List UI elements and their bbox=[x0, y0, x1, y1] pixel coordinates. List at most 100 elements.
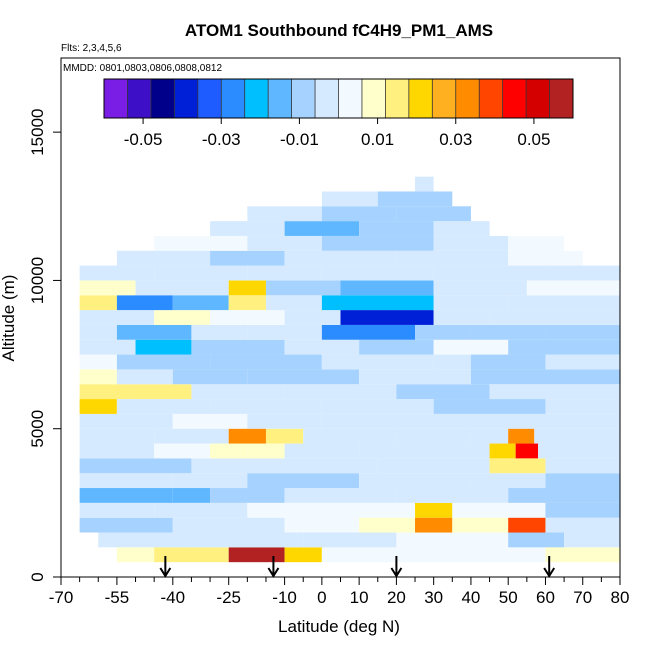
heatmap-cell bbox=[79, 473, 173, 489]
heatmap-cell bbox=[247, 413, 322, 429]
heatmap-cell bbox=[340, 280, 434, 296]
heatmap-cell bbox=[433, 310, 490, 325]
heatmap-cell bbox=[433, 235, 509, 251]
x-tick-label: -40 bbox=[161, 588, 186, 607]
heatmap-cell bbox=[470, 324, 546, 340]
heatmap-cell bbox=[538, 443, 620, 459]
heatmap-cell bbox=[191, 458, 266, 474]
heatmap-cell bbox=[321, 354, 434, 370]
heatmap-cell bbox=[191, 384, 285, 400]
heatmap-cell bbox=[228, 280, 266, 296]
arrow-marker-head bbox=[159, 567, 172, 578]
colorbar-swatch bbox=[432, 79, 457, 118]
colorbar-swatch bbox=[455, 79, 480, 118]
heatmap-cell bbox=[415, 517, 453, 533]
heatmap-cell bbox=[154, 428, 229, 444]
arrow-marker-head bbox=[390, 567, 403, 578]
heatmap-cell bbox=[265, 280, 341, 296]
heatmap-cell bbox=[545, 547, 620, 563]
x-tick-label: 10 bbox=[350, 588, 369, 607]
heatmap-cell bbox=[172, 517, 285, 533]
heatmap-cell bbox=[470, 369, 620, 385]
heatmap-cell bbox=[508, 235, 565, 251]
x-tick-label: 70 bbox=[573, 588, 592, 607]
heatmap-cell bbox=[247, 473, 360, 489]
y-tick-label: 15000 bbox=[28, 109, 47, 156]
heatmap-cell bbox=[470, 428, 509, 444]
heatmap-cell bbox=[284, 384, 397, 400]
heatmap-cell bbox=[79, 324, 117, 340]
colorbar-swatch bbox=[104, 79, 128, 118]
colorbar: -0.05 -0.03 -0.01 0.01 0.03 0.05 bbox=[103, 78, 574, 149]
colorbar-swatch bbox=[479, 79, 503, 118]
heatmap-cell bbox=[79, 458, 192, 474]
heatmap-cell bbox=[265, 458, 378, 474]
colorbar-tick-label: 0.03 bbox=[439, 130, 472, 149]
heatmap-cell bbox=[396, 428, 471, 444]
heatmap-cell bbox=[452, 502, 546, 518]
heatmap-cell bbox=[228, 295, 266, 311]
x-axis-label: Latitude (deg N) bbox=[278, 617, 400, 636]
x-tick-label: 50 bbox=[499, 588, 518, 607]
heatmap-cell bbox=[359, 473, 471, 489]
heatmap-cell bbox=[154, 265, 248, 281]
heatmap-cell bbox=[359, 443, 490, 459]
colorbar-tick-label: -0.01 bbox=[280, 130, 319, 149]
heatmap-cell bbox=[135, 339, 192, 355]
heatmap-cell bbox=[172, 413, 248, 429]
heatmap-cell bbox=[116, 324, 192, 340]
heatmap-cell bbox=[545, 324, 620, 340]
heatmap-cell bbox=[154, 502, 248, 518]
x-tick-label: 60 bbox=[536, 588, 555, 607]
heatmap-cell bbox=[321, 399, 434, 414]
flights-label: Flts: 2,3,4,5,6 bbox=[61, 43, 122, 54]
heatmap-cell bbox=[79, 443, 155, 459]
heatmap-cell bbox=[359, 517, 416, 533]
arrow-markers bbox=[159, 556, 556, 578]
colorbar-swatch bbox=[502, 79, 527, 118]
heatmap-cell bbox=[79, 280, 136, 296]
colorbar-tick-label: -0.05 bbox=[124, 130, 163, 149]
y-tick-label: 0 bbox=[28, 572, 47, 581]
y-axis: 0 5000 10000 15000 bbox=[28, 109, 61, 582]
dates-label: MMDD: 0801,0803,0806,0808,0812 bbox=[63, 63, 222, 74]
heatmap-cell bbox=[396, 488, 509, 503]
heatmap-cell bbox=[210, 250, 285, 266]
heatmap-cell bbox=[359, 369, 471, 385]
heatmap-cell bbox=[154, 310, 211, 325]
heatmap-cell bbox=[79, 339, 136, 355]
heatmap-cell bbox=[526, 280, 620, 296]
colorbar-swatch bbox=[315, 79, 339, 118]
heatmap-cell bbox=[508, 428, 535, 444]
heatmap-cell bbox=[116, 399, 211, 414]
x-tick-label: 40 bbox=[461, 588, 480, 607]
colorbar-swatch bbox=[408, 79, 433, 118]
heatmap-cell bbox=[247, 443, 285, 459]
heatmap-cell bbox=[321, 324, 416, 340]
heatmap-cell bbox=[228, 547, 285, 563]
heatmap-cell bbox=[452, 517, 509, 533]
heatmap-cell bbox=[396, 250, 509, 266]
x-tick-label: 20 bbox=[387, 588, 406, 607]
heatmap-cell bbox=[508, 517, 546, 533]
heatmap-cell bbox=[98, 532, 192, 548]
colorbar-swatch bbox=[338, 79, 363, 118]
heatmap-cell bbox=[79, 488, 173, 503]
heatmap-cell bbox=[116, 354, 211, 370]
heatmap-cell bbox=[489, 310, 620, 325]
heatmap-cell bbox=[396, 384, 490, 400]
heatmap-cell bbox=[377, 191, 416, 207]
heatmap-cell bbox=[247, 324, 322, 340]
heatmap-cell bbox=[396, 206, 471, 222]
heatmap-cell bbox=[321, 413, 471, 429]
heatmap-cell bbox=[433, 339, 509, 355]
colorbar-swatch bbox=[291, 79, 316, 118]
heatmap-cell bbox=[545, 502, 620, 518]
heatmap-cell bbox=[303, 428, 397, 444]
heatmap-cell bbox=[247, 369, 360, 385]
colorbar-swatch bbox=[244, 79, 269, 118]
heatmap-cell bbox=[433, 265, 546, 281]
heatmap-cell bbox=[545, 517, 620, 533]
x-tick-label: 30 bbox=[424, 588, 443, 607]
colorbar-swatch bbox=[174, 79, 199, 118]
